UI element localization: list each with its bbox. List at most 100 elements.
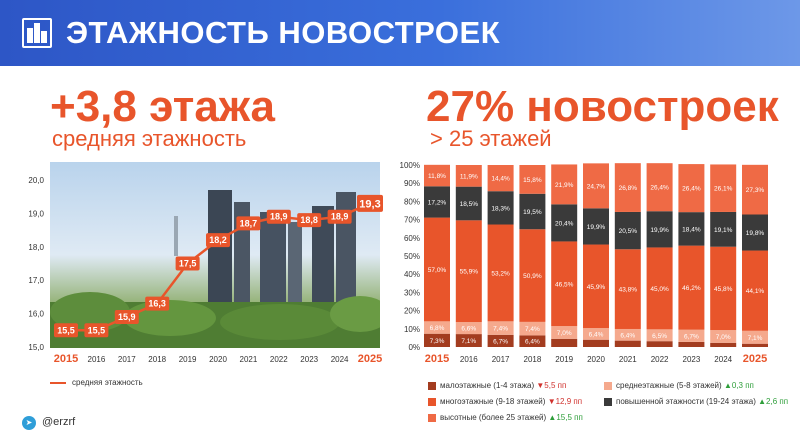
y-tick-label: 20% [404, 307, 420, 316]
bar-segment [710, 164, 737, 212]
legend-low-change: ▼5,5 пп [536, 381, 567, 390]
bar-segment [487, 321, 514, 335]
x-tick-label: 2016 [88, 355, 106, 364]
legend-raised-label: повышенной этажности (19-24 этажа) [616, 397, 756, 406]
x-tick-label: 2016 [460, 355, 478, 364]
y-tick-label: 15,0 [28, 343, 44, 352]
bar-label: 20,5% [619, 228, 638, 235]
bar-label: 19,1% [714, 227, 733, 234]
bar-segment [583, 208, 609, 245]
bar-segment [551, 164, 578, 205]
bar-label: 55,9% [460, 269, 479, 276]
bar-segment [678, 164, 705, 213]
telegram-icon: ➤ [22, 416, 36, 430]
x-tick-label: 2018 [524, 355, 542, 364]
bar-label: 46,2% [682, 285, 701, 292]
legend-high: высотные (более 25 этажей) ▲15,5 пп [428, 413, 583, 422]
bar-segment [710, 342, 737, 347]
bar-segment [614, 340, 641, 347]
y-tick-label: 20,0 [28, 176, 44, 185]
x-tick-label: 2024 [714, 355, 732, 364]
bar-label: 11,9% [460, 173, 478, 180]
bar-label: 26,4% [682, 186, 701, 193]
bar-segment [678, 245, 705, 330]
x-tick-label: 2023 [300, 355, 318, 364]
x-tick-label: 2021 [240, 355, 258, 364]
bar-segment [519, 335, 546, 347]
bar-label: 6,4% [620, 332, 635, 339]
x-tick-label: 2015 [54, 353, 78, 365]
bar-segment [424, 186, 450, 218]
legend-multi-label: многоэтажные (9-18 этажей) [440, 397, 546, 406]
bar-segment [710, 330, 737, 343]
bar-segment [614, 163, 641, 212]
bar-label: 19,5% [523, 209, 542, 216]
bar-segment [424, 164, 450, 187]
legend-high-label: высотные (более 25 этажей) [440, 413, 547, 422]
bar-segment [455, 334, 482, 347]
bar-segment [646, 247, 673, 330]
x-tick-label: 2020 [209, 355, 227, 364]
right-stat-label: > 25 этажей [430, 126, 552, 151]
y-tick-label: 17,0 [28, 276, 44, 285]
legend-raised: повышенной этажности (19-24 этажа) ▲2,6 … [604, 397, 788, 406]
y-tick-label: 70% [404, 216, 420, 225]
bar-segment [487, 191, 514, 225]
bar-label: 6,8% [430, 325, 445, 332]
right-stat-value: 27% новостроек [426, 82, 779, 131]
bar-label: 26,8% [619, 185, 638, 192]
y-tick-label: 18,0 [28, 243, 44, 252]
bar-segment [424, 321, 450, 334]
bar-label: 17,2% [428, 199, 447, 206]
legend-multi: многоэтажные (9-18 этажей) ▼12,9 пп [428, 397, 582, 406]
bar-label: 20,4% [555, 220, 574, 227]
x-tick-label: 2025 [743, 353, 767, 365]
bar-segment [614, 249, 641, 329]
bar-label: 6,7% [684, 333, 699, 340]
x-tick-label: 2023 [683, 355, 701, 364]
legend-mid-label: среднеэтажные (5-8 этажей) [616, 381, 722, 390]
legend-multi-change: ▼12,9 пп [547, 397, 583, 406]
y-tick-label: 90% [404, 179, 420, 188]
y-tick-label: 19,0 [28, 209, 44, 218]
y-tick-label: 10% [404, 325, 420, 334]
bar-label: 7,1% [748, 335, 763, 342]
bar-segment [551, 204, 578, 242]
footer-handle[interactable]: @erzrf [42, 416, 76, 428]
bar-label: 43,8% [619, 287, 638, 294]
bar-label: 44,1% [746, 288, 765, 295]
x-tick-label: 2017 [118, 355, 136, 364]
bar-segment [678, 212, 705, 246]
legend-mid-change: ▲0,3 пп [723, 381, 754, 390]
bar-segment [424, 217, 450, 322]
legend-mid: среднеэтажные (5-8 этажей) ▲0,3 пп [604, 381, 754, 390]
bar-segment [614, 328, 641, 341]
bar-segment [742, 330, 768, 344]
x-tick-label: 2022 [651, 355, 669, 364]
bar-label: 19,8% [746, 230, 765, 237]
x-tick-label: 2024 [331, 355, 349, 364]
legend-low-label: малоэтажные (1-4 этажа) [440, 381, 535, 390]
bar-label: 18,5% [460, 201, 479, 208]
bar-segment [678, 341, 705, 347]
y-tick-label: 60% [404, 234, 420, 243]
bar-label: 15,8% [523, 177, 542, 184]
bar-label: 19,9% [587, 224, 606, 231]
bar-segment [519, 321, 546, 336]
bar-segment [487, 165, 514, 192]
bar-segment [455, 220, 482, 323]
bar-segment [742, 343, 768, 347]
x-tick-label: 2022 [270, 355, 288, 364]
bar-label: 6,7% [493, 338, 508, 345]
bar-label: 6,5% [652, 333, 667, 340]
x-tick-label: 2015 [425, 353, 449, 365]
bar-segment [551, 338, 578, 347]
legend-raised-change: ▲2,6 пп [758, 397, 789, 406]
bar-segment [424, 333, 450, 347]
bar-segment [646, 163, 673, 212]
bar-segment [583, 339, 609, 347]
bar-segment [583, 244, 609, 329]
line-legend: средняя этажность [50, 378, 143, 387]
bar-segment [646, 329, 673, 342]
x-tick-label: 2018 [148, 355, 166, 364]
